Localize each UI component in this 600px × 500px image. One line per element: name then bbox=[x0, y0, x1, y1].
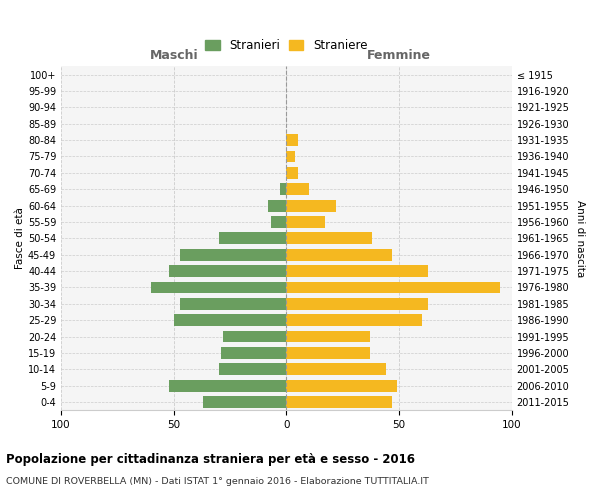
Text: Maschi: Maschi bbox=[149, 48, 198, 62]
Bar bbox=[286, 282, 500, 294]
Bar bbox=[286, 249, 392, 260]
Bar bbox=[221, 347, 286, 359]
Bar bbox=[286, 314, 422, 326]
Bar bbox=[169, 380, 286, 392]
Y-axis label: Anni di nascita: Anni di nascita bbox=[575, 200, 585, 277]
Bar bbox=[181, 298, 286, 310]
Text: COMUNE DI ROVERBELLA (MN) - Dati ISTAT 1° gennaio 2016 - Elaborazione TUTTITALIA: COMUNE DI ROVERBELLA (MN) - Dati ISTAT 1… bbox=[6, 478, 429, 486]
Bar bbox=[286, 184, 309, 195]
Bar bbox=[268, 200, 286, 211]
Text: Popolazione per cittadinanza straniera per età e sesso - 2016: Popolazione per cittadinanza straniera p… bbox=[6, 452, 415, 466]
Bar bbox=[286, 298, 428, 310]
Bar bbox=[219, 232, 286, 244]
Bar bbox=[286, 200, 336, 211]
Bar bbox=[223, 330, 286, 342]
Bar bbox=[286, 167, 298, 179]
Bar bbox=[286, 150, 295, 162]
Bar bbox=[280, 184, 286, 195]
Legend: Stranieri, Straniere: Stranieri, Straniere bbox=[200, 34, 372, 57]
Bar bbox=[219, 364, 286, 375]
Bar bbox=[203, 396, 286, 408]
Bar bbox=[286, 396, 392, 408]
Bar bbox=[286, 134, 298, 146]
Bar bbox=[286, 232, 372, 244]
Bar bbox=[286, 347, 370, 359]
Bar bbox=[271, 216, 286, 228]
Bar bbox=[286, 265, 428, 277]
Bar bbox=[286, 380, 397, 392]
Text: Femmine: Femmine bbox=[367, 48, 431, 62]
Y-axis label: Fasce di età: Fasce di età bbox=[15, 208, 25, 270]
Bar bbox=[151, 282, 286, 294]
Bar bbox=[169, 265, 286, 277]
Bar bbox=[286, 364, 386, 375]
Bar bbox=[286, 216, 325, 228]
Bar bbox=[286, 330, 370, 342]
Bar bbox=[181, 249, 286, 260]
Bar bbox=[173, 314, 286, 326]
